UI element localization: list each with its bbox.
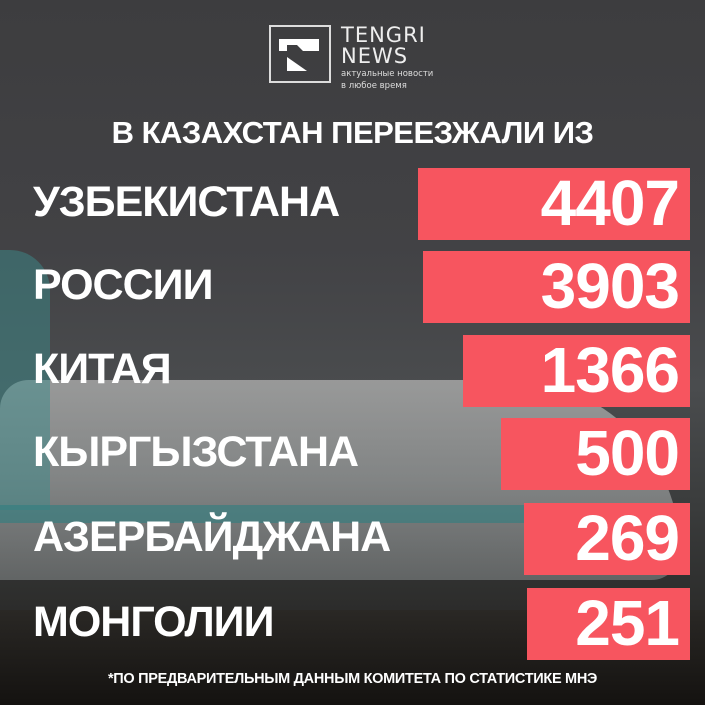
bar-row: УЗБЕКИСТАНА 4407 bbox=[0, 167, 705, 240]
bar-value-label: 500 bbox=[575, 417, 680, 489]
tengri-news-logo: TENGRI NEWS актуальные новости в любое в… bbox=[269, 25, 433, 91]
bar-row: МОНГОЛИИ 251 bbox=[0, 587, 705, 660]
chart-title: В КАЗАХСТАН ПЕРЕЕЗЖАЛИ ИЗ bbox=[111, 115, 594, 150]
bar bbox=[423, 251, 690, 323]
bar-row: КЫРГЫЗСТАНА 500 bbox=[0, 417, 705, 490]
tagline-line1: актуальные новости bbox=[341, 69, 434, 79]
bar bbox=[524, 503, 690, 575]
bar-value-label: 269 bbox=[575, 502, 680, 574]
bar-value-label: 251 bbox=[575, 587, 680, 659]
bar-value-label: 1366 bbox=[540, 334, 680, 406]
logo-mark-icon bbox=[269, 25, 331, 83]
tagline-line2: в любое время bbox=[341, 81, 407, 91]
country-label: РОССИИ bbox=[33, 261, 213, 309]
bar-value-label: 3903 bbox=[540, 250, 680, 322]
bar bbox=[463, 335, 690, 407]
bar-row: КИТАЯ 1366 bbox=[0, 334, 705, 407]
bar bbox=[418, 168, 690, 240]
bar-row: РОССИИ 3903 bbox=[0, 250, 705, 323]
country-label: МОНГОЛИИ bbox=[33, 598, 274, 646]
bar bbox=[501, 418, 690, 490]
airplane-tail bbox=[0, 250, 50, 510]
bar bbox=[527, 588, 690, 660]
country-label: УЗБЕКИСТАНА bbox=[33, 178, 340, 226]
bar-value-label: 4407 bbox=[540, 167, 680, 239]
country-label: КЫРГЫЗСТАНА bbox=[33, 428, 359, 476]
brand-line1: TENGRI bbox=[341, 23, 426, 47]
bar-row: АЗЕРБАЙДЖАНА 269 bbox=[0, 502, 705, 575]
airplane-stripe bbox=[0, 505, 680, 523]
country-label: АЗЕРБАЙДЖАНА bbox=[33, 513, 391, 561]
country-label: КИТАЯ bbox=[33, 345, 172, 393]
brand-line2: NEWS bbox=[341, 44, 409, 68]
footnote: *ПО ПРЕДВАРИТЕЛЬНЫМ ДАННЫМ КОМИТЕТА ПО С… bbox=[107, 671, 598, 687]
